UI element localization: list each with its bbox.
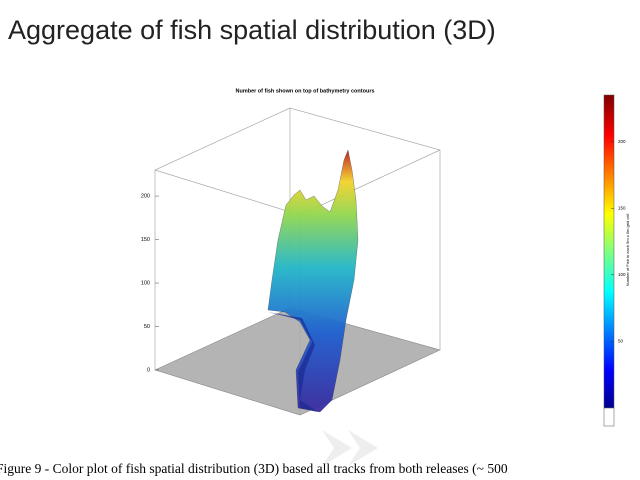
z-tick-label: 150 (141, 237, 150, 243)
z-tick-label: 0 (147, 367, 150, 373)
slide-title: Aggregate of fish spatial distribution (… (8, 15, 496, 45)
colorbar-label: Number of Fish in each 5m x 5m grid cell (625, 214, 630, 287)
watermark (322, 430, 352, 466)
z-tick-label: 200 (141, 194, 150, 200)
z-tick-label: 50 (144, 324, 150, 330)
colorbar-empty (603, 407, 615, 427)
colorbar-tick-label: 50 (618, 339, 624, 344)
z-tick-label: 100 (141, 280, 150, 286)
colorbar-tick-label: 150 (618, 205, 626, 210)
watermark (348, 430, 378, 466)
colorbar-tick-label: 100 (618, 272, 626, 277)
colorbar-axis: 50 100 150 200 (611, 139, 626, 344)
colorbar-tick-label: 200 (618, 139, 626, 144)
plot-3d (154, 107, 441, 416)
colorbar (603, 94, 615, 409)
surface (267, 149, 359, 413)
z-axis: 0 50 100 150 200 (141, 194, 159, 373)
chart-title: Number of fish shown on top of bathymetr… (235, 88, 374, 94)
surface-shade (268, 312, 318, 412)
caption: Figure 9 - Color plot of fish spatial di… (0, 461, 508, 476)
